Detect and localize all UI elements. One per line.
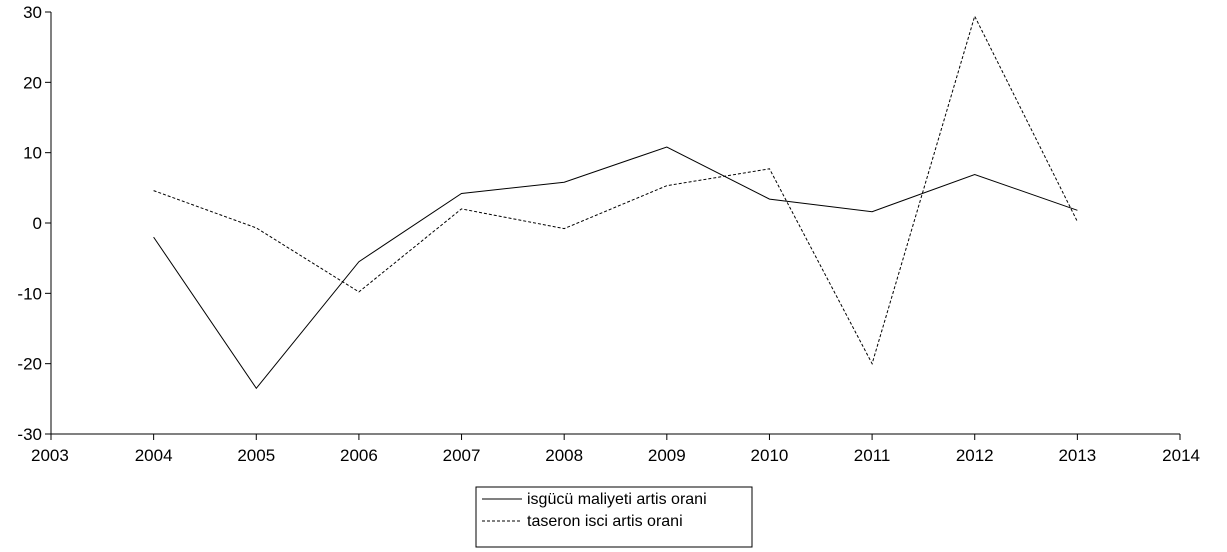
y-tick-label: -10 <box>17 284 42 303</box>
series-line-2 <box>153 14 1078 366</box>
series-1-point <box>973 172 977 176</box>
series-1-point <box>767 197 771 201</box>
series-1-point <box>1075 208 1079 212</box>
x-tick-label: 2008 <box>545 446 583 465</box>
x-tick-label: 2010 <box>751 446 789 465</box>
x-tick-label: 2014 <box>1162 446 1200 465</box>
series-2-point <box>767 167 771 171</box>
y-tick-label: 10 <box>23 144 42 163</box>
series-2-point <box>870 362 874 366</box>
series-2-point <box>254 226 258 230</box>
series-2-point <box>973 14 977 18</box>
series-2-point <box>562 227 566 231</box>
x-tick-label: 2012 <box>956 446 994 465</box>
series-2-point <box>460 207 464 211</box>
series-2-point <box>357 290 361 294</box>
series-1-point <box>665 145 669 149</box>
legend-box <box>475 486 753 548</box>
y-tick-label: -30 <box>17 425 42 444</box>
y-tick-label: 0 <box>33 214 42 233</box>
series-1-point <box>357 260 361 264</box>
series-2-point <box>1075 220 1079 224</box>
x-tick-label: 2006 <box>340 446 378 465</box>
series-2-point <box>152 189 156 193</box>
y-tick-label: 20 <box>23 73 42 92</box>
x-tick-label: 2005 <box>237 446 275 465</box>
series-1-point <box>870 210 874 214</box>
series-line-1 <box>153 146 1078 390</box>
x-tick-label: 2009 <box>648 446 686 465</box>
series-layer <box>152 14 1079 390</box>
x-tick-label: 2004 <box>135 446 173 465</box>
legend-label: taseron isci artis orani <box>527 513 683 530</box>
x-tick-label: 2007 <box>443 446 481 465</box>
legend: isgücü maliyeti artis orani taseron isci … <box>475 486 753 548</box>
y-tick-label: -20 <box>17 355 42 374</box>
axes: -30 -20 -10 0 10 20 30 2003 2004 2005 2006 2007 2008… <box>17 3 1200 465</box>
series-1-point <box>152 235 156 239</box>
series-1-point <box>460 191 464 195</box>
legend-label: isgücü maliyeti artis orani <box>527 491 707 508</box>
series-2-point <box>665 184 669 188</box>
series-1-point <box>254 386 258 390</box>
series-1-point <box>562 180 566 184</box>
y-tick-label: 30 <box>23 3 42 22</box>
x-tick-label: 2003 <box>31 446 69 465</box>
x-tick-label: 2013 <box>1058 446 1096 465</box>
x-tick-label: 2011 <box>854 446 891 465</box>
